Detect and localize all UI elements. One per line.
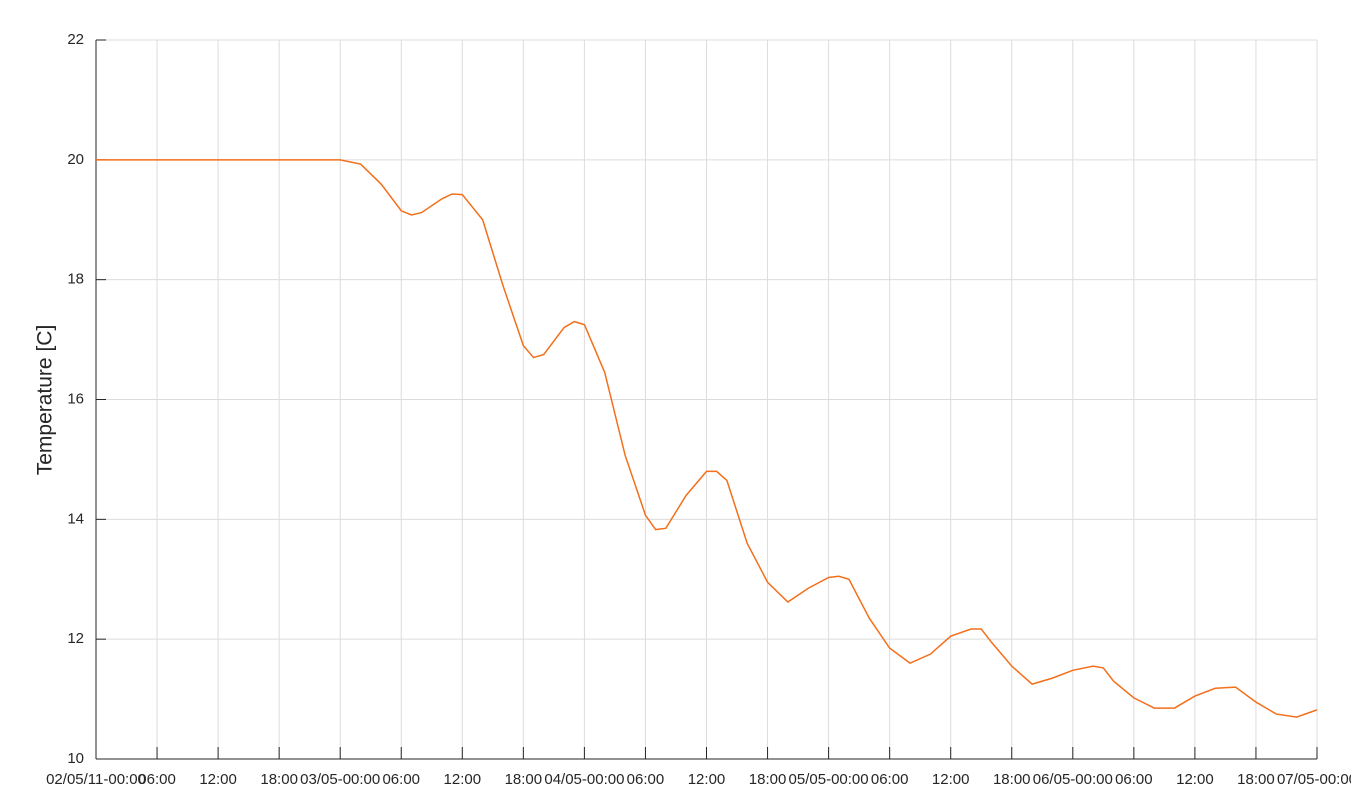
x-tick-label: 12:00 (688, 771, 726, 788)
x-tick-label: 18:00 (749, 771, 787, 788)
y-tick-label: 18 (67, 271, 84, 288)
y-axis-label: Temperature [C] (34, 325, 57, 476)
x-tick-label: 18:00 (260, 771, 298, 788)
x-tick-label: 07/05-00:00 (1277, 771, 1351, 788)
x-tick-label: 06:00 (871, 771, 909, 788)
x-tick-label: 06:00 (138, 771, 176, 788)
x-tick-label: 18:00 (505, 771, 543, 788)
y-tick-label: 14 (67, 510, 84, 527)
y-tick-label: 22 (67, 31, 84, 48)
y-tick-label: 20 (67, 151, 84, 168)
x-tick-label: 06:00 (627, 771, 665, 788)
x-tick-label: 12:00 (932, 771, 970, 788)
y-tick-label: 12 (67, 630, 84, 647)
x-tick-label: 05/05-00:00 (789, 771, 869, 788)
x-tick-label: 12:00 (1176, 771, 1214, 788)
x-tick-label: 02/05/11-00:00 (46, 771, 146, 788)
x-tick-label: 03/05-00:00 (300, 771, 380, 788)
y-tick-label: 16 (67, 390, 84, 407)
x-tick-label: 04/05-00:00 (544, 771, 624, 788)
x-tick-label: 12:00 (199, 771, 237, 788)
x-tick-label: 12:00 (444, 771, 482, 788)
data-line (96, 159, 1318, 718)
y-tick-label: 10 (67, 750, 84, 767)
x-tick-label: 06:00 (1115, 771, 1153, 788)
x-tick-label: 06/05-00:00 (1033, 771, 1113, 788)
x-tick-label: 18:00 (993, 771, 1031, 788)
x-tick-label: 06:00 (382, 771, 420, 788)
x-tick-label: 18:00 (1237, 771, 1275, 788)
